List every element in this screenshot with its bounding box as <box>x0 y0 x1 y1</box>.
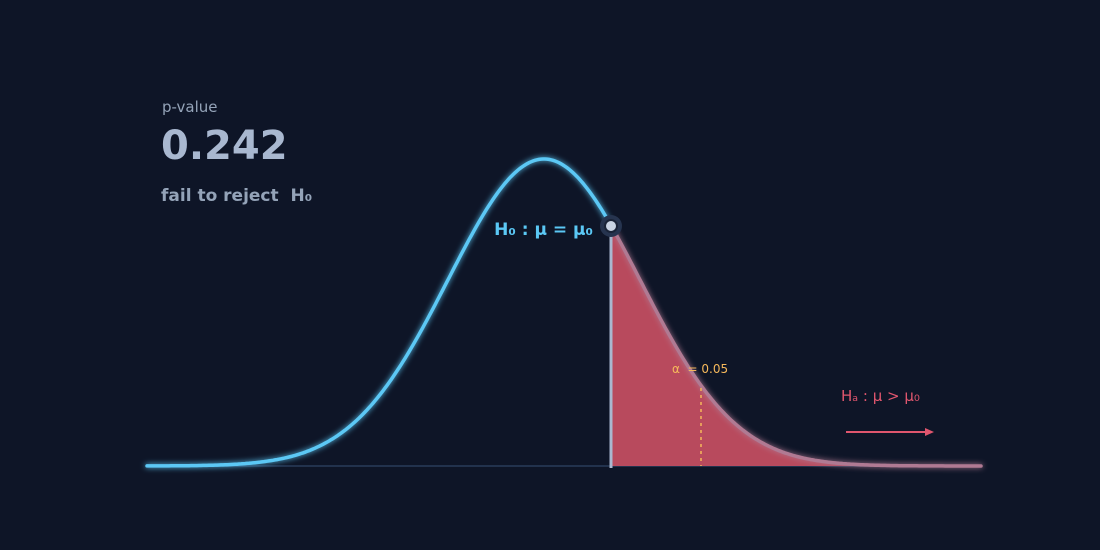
curve-body <box>145 157 613 468</box>
curve-tail <box>609 223 983 468</box>
alternative-label: Hₐ : μ > μ₀ <box>841 387 920 405</box>
rejection-area <box>611 225 981 466</box>
alternative-arrowhead <box>925 428 934 436</box>
stat-label: p-value <box>162 98 218 116</box>
decision: fail to reject H₀ <box>161 186 312 206</box>
curve-layer <box>145 157 983 468</box>
alpha-label: α = 0.05 <box>672 362 728 376</box>
null-hypothesis-label: H₀ : μ = μ₀ <box>494 220 593 240</box>
stat-value: 0.242 <box>161 123 288 169</box>
statistic-point <box>604 219 618 233</box>
